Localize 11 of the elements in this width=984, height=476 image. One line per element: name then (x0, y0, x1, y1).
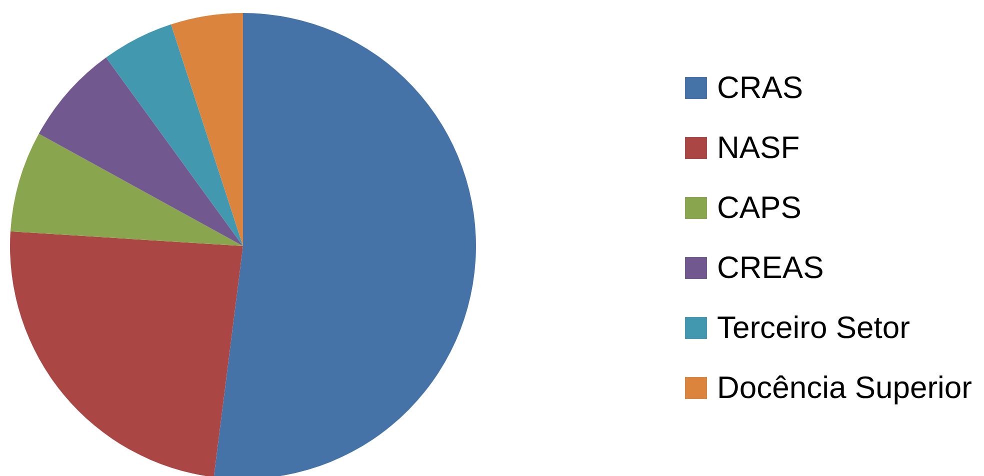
pie-slice (171, 13, 243, 246)
pie-slice (10, 134, 243, 246)
legend-label: CRAS (716, 69, 804, 107)
pie-slice (10, 231, 243, 476)
legend-label: CREAS (716, 249, 824, 287)
legend-label: Terceiro Setor (716, 309, 910, 347)
pie-slice (106, 24, 243, 246)
legend-label: CAPS (716, 189, 802, 227)
pie-slice (38, 58, 243, 246)
legend-label: NASF (716, 129, 800, 167)
legend-label: Docência Superior (716, 369, 972, 407)
